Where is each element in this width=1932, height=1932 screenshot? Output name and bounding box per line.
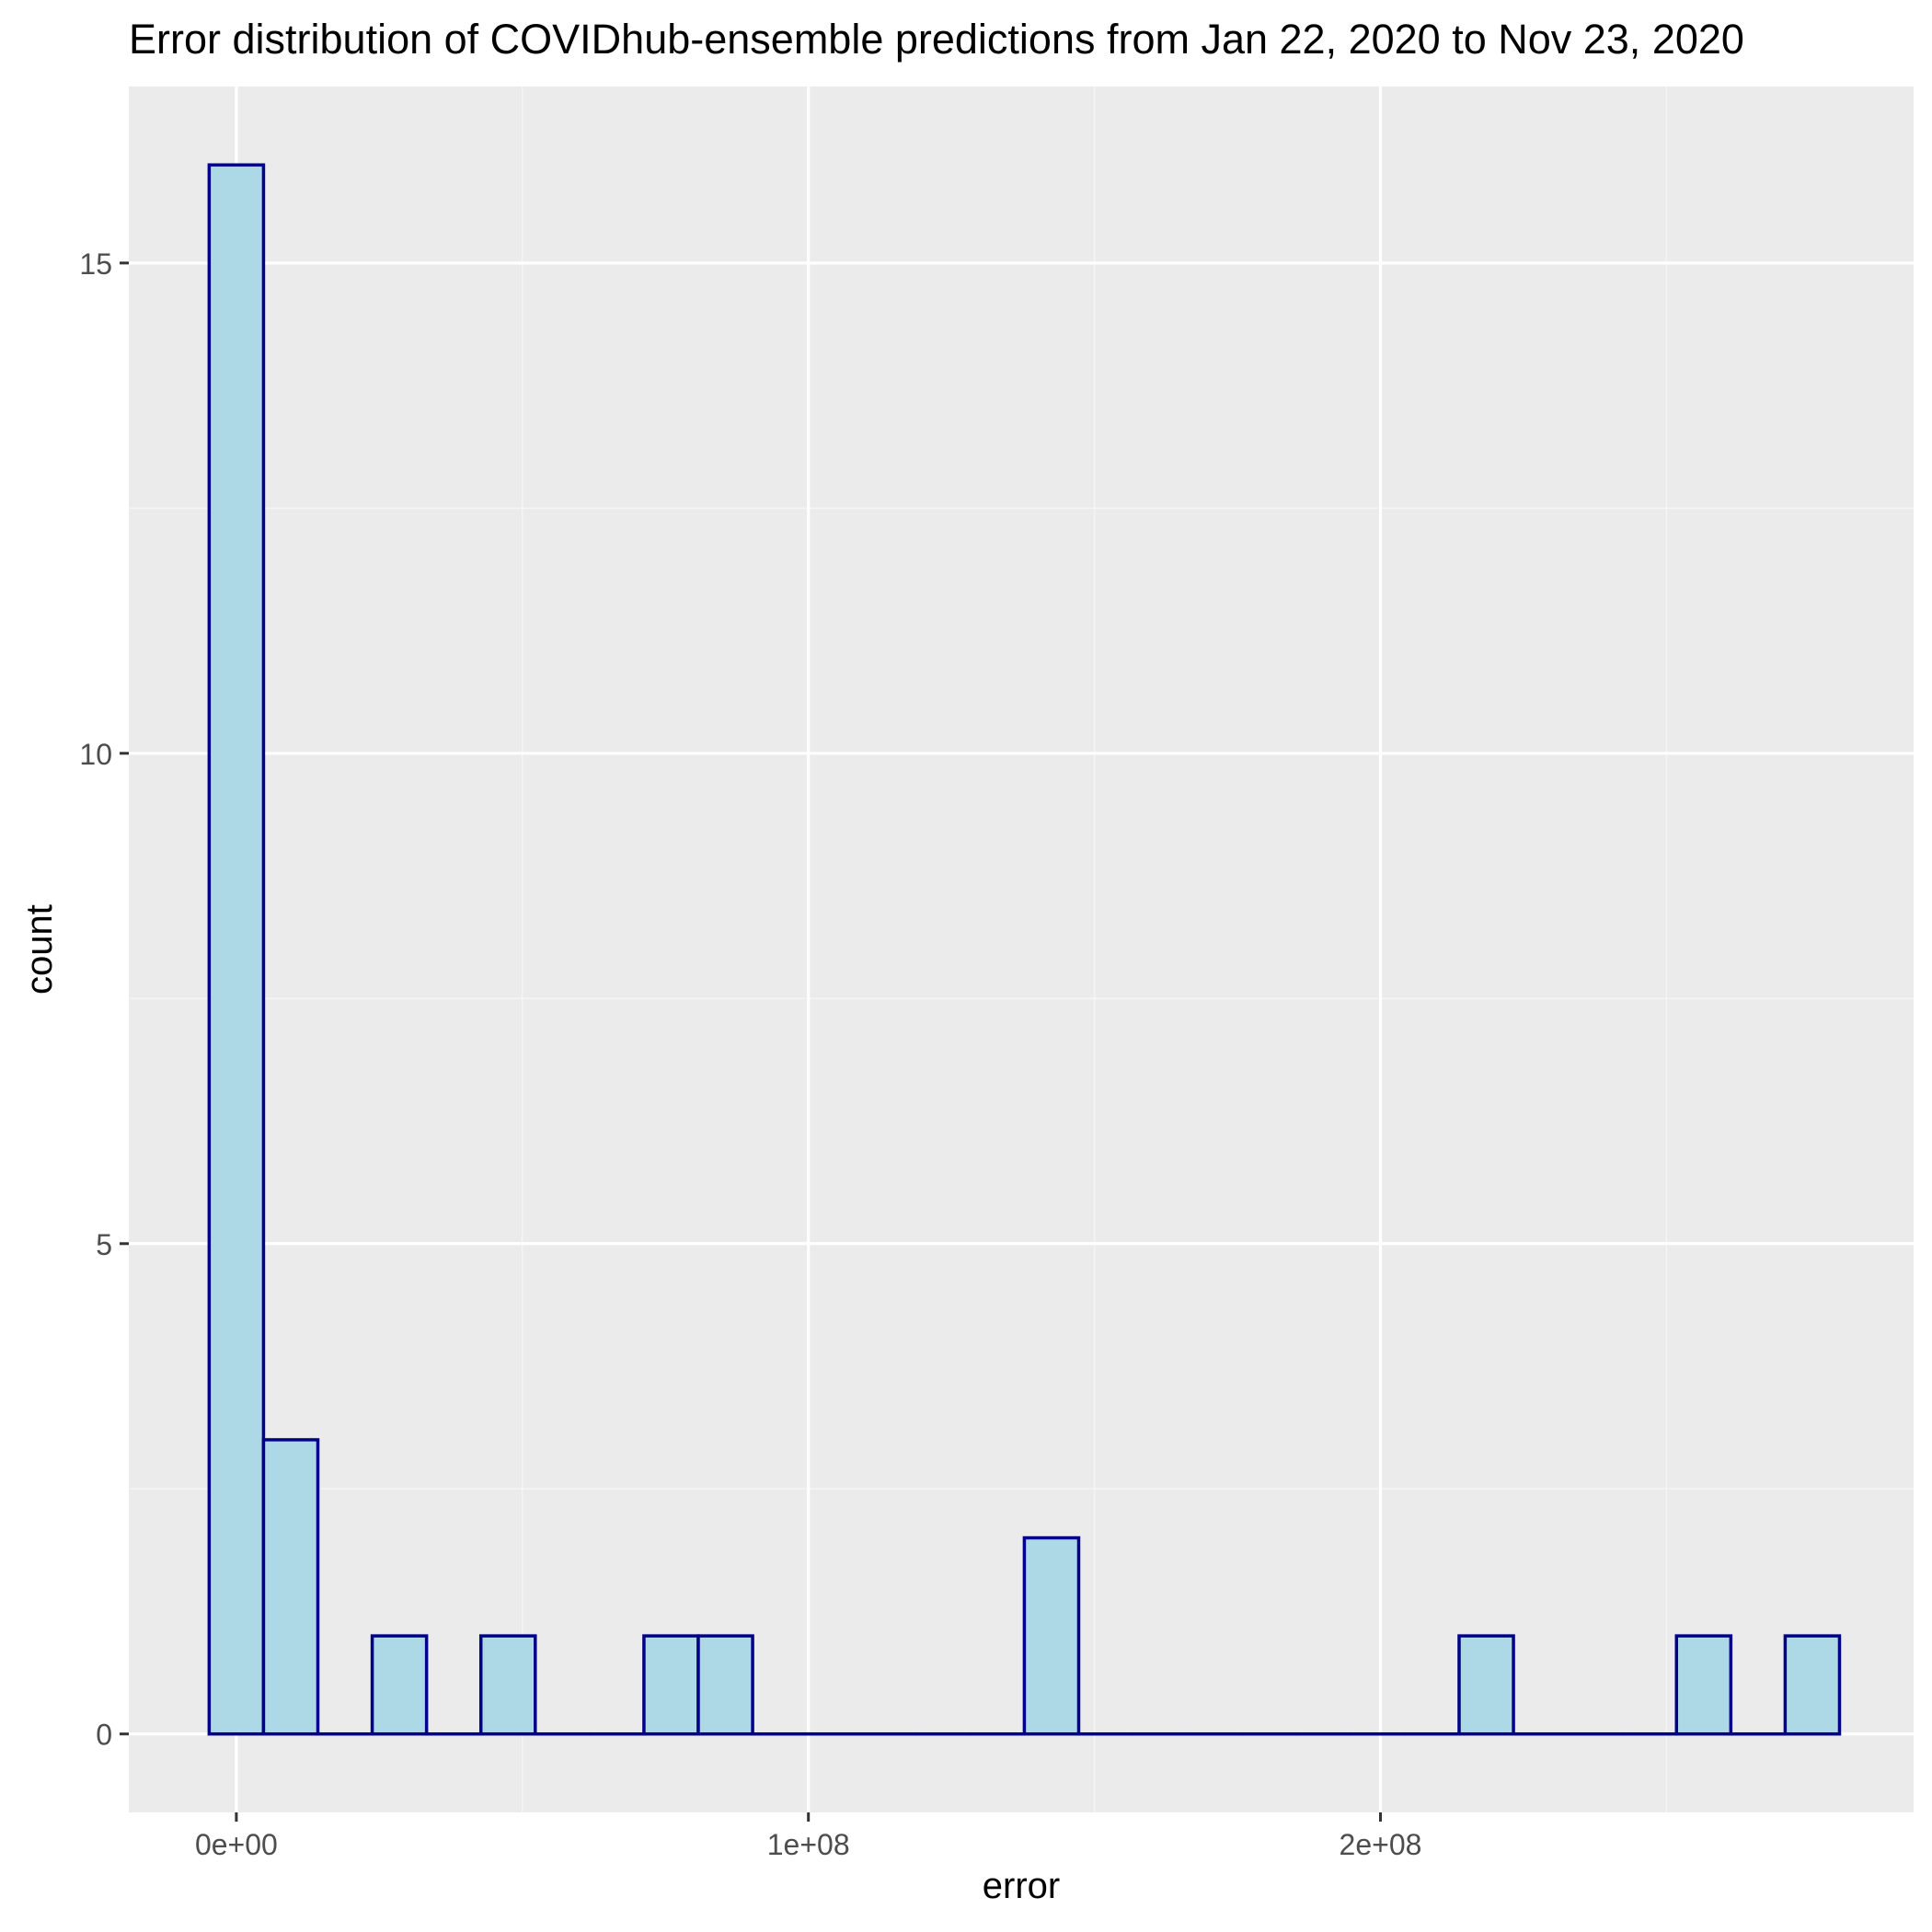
chart-title: Error distribution of COVIDhub-ensemble …	[129, 16, 1744, 63]
x-axis-title: error	[983, 1866, 1060, 1906]
histogram-bar	[1783, 1634, 1842, 1736]
y-tick-label: 15	[79, 247, 112, 281]
histogram-bar	[370, 1634, 429, 1736]
histogram-bar	[261, 1438, 320, 1736]
x-axis: 0e+00 1e+08 2e+08	[195, 1812, 1421, 1861]
x-tick-label: 2e+08	[1340, 1828, 1422, 1861]
x-tick-label: 0e+00	[195, 1828, 278, 1861]
minor-gridlines	[129, 86, 1914, 1812]
histogram-bar	[1022, 1535, 1081, 1736]
y-tick-label: 10	[79, 738, 112, 771]
histogram-bar	[1457, 1634, 1515, 1736]
plot-panel	[129, 86, 1914, 1812]
histogram-bars	[207, 163, 1842, 1736]
histogram-bar	[642, 1634, 700, 1736]
histogram-bar	[1674, 1634, 1733, 1736]
y-axis-title: count	[19, 904, 60, 995]
x-tick-label: 1e+08	[767, 1828, 850, 1861]
histogram-bar	[207, 163, 266, 1736]
y-axis: 0 5 10 15	[79, 247, 129, 1752]
y-tick-label: 0	[96, 1719, 112, 1752]
y-tick-label: 5	[96, 1228, 112, 1261]
histogram-bar	[696, 1634, 754, 1736]
histogram-bar	[478, 1634, 537, 1736]
